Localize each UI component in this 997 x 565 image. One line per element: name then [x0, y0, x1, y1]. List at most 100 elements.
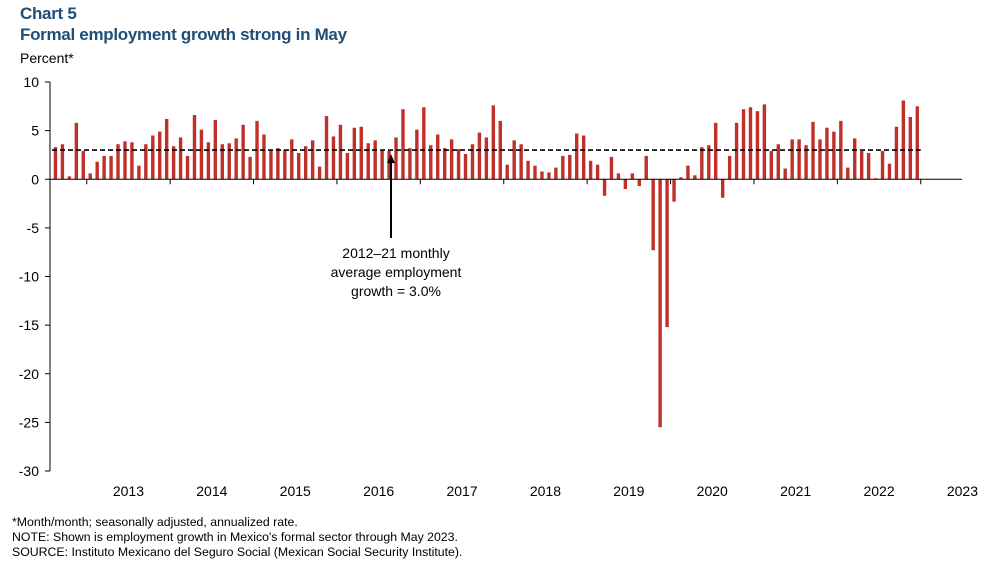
bar — [575, 133, 579, 180]
bar — [422, 107, 426, 180]
bar — [519, 144, 523, 180]
bar — [269, 150, 273, 180]
x-tick-label: 2015 — [280, 483, 311, 499]
bar — [741, 109, 746, 180]
bar — [380, 150, 384, 180]
bar — [262, 134, 266, 180]
x-tick-label: 2018 — [530, 483, 561, 499]
bar — [408, 148, 412, 180]
bar — [818, 139, 822, 180]
bar — [512, 140, 516, 180]
bar — [401, 109, 405, 180]
x-tick-label: 2021 — [780, 483, 811, 499]
bar — [109, 155, 113, 180]
bar — [373, 140, 377, 180]
bar — [846, 167, 850, 180]
bar — [484, 137, 489, 180]
bar — [581, 135, 586, 180]
bar — [616, 173, 621, 180]
bar — [783, 168, 787, 180]
bar — [102, 155, 106, 180]
bar — [637, 179, 641, 187]
bar — [394, 137, 398, 180]
bar — [686, 165, 690, 180]
y-tick-label: 10 — [23, 74, 39, 90]
bar — [178, 137, 183, 180]
bar — [714, 122, 718, 180]
bar — [171, 146, 176, 180]
footnotes: *Month/month; seasonally adjusted, annua… — [12, 515, 462, 560]
bar — [609, 156, 614, 180]
bar — [442, 148, 447, 180]
x-tick-label: 2016 — [363, 483, 394, 499]
annotation-line-1: 2012–21 monthly — [342, 245, 450, 261]
bar — [255, 120, 259, 180]
bar — [220, 144, 224, 180]
bar — [67, 176, 72, 180]
footnote-note: NOTE: Shown is employment growth in Mexi… — [12, 530, 458, 544]
bar — [158, 131, 162, 180]
bar — [297, 152, 301, 180]
bar — [130, 142, 134, 180]
bar — [310, 140, 315, 180]
bar — [331, 136, 336, 180]
bar — [470, 144, 475, 180]
bar — [887, 163, 892, 180]
bar — [880, 151, 885, 180]
bar — [720, 179, 725, 198]
bar — [526, 160, 530, 180]
bar — [908, 117, 913, 180]
bar — [804, 145, 808, 180]
bar — [568, 154, 572, 180]
x-tick-label: 2017 — [446, 483, 477, 499]
bar — [595, 164, 600, 180]
annotation-arrow-head — [387, 154, 395, 164]
y-tick-label: -15 — [19, 317, 39, 333]
bar — [185, 155, 190, 180]
reference-line-group — [52, 149, 921, 238]
bar — [832, 131, 836, 180]
bar — [700, 147, 704, 180]
bar — [352, 127, 357, 180]
bar — [436, 134, 440, 180]
bar — [665, 179, 669, 328]
bar — [693, 175, 697, 180]
bar — [137, 165, 141, 180]
footnote-source: SOURCE: Instituto Mexicano del Seguro So… — [12, 545, 463, 559]
y-tick-label: 0 — [31, 171, 39, 187]
bar — [95, 161, 99, 180]
bar — [60, 144, 65, 180]
bar — [290, 139, 294, 180]
bar — [866, 152, 871, 180]
y-tick-label: 5 — [31, 123, 39, 139]
bar — [303, 146, 308, 180]
x-tick-label: 2019 — [613, 483, 644, 499]
bar-series — [53, 100, 919, 428]
bar — [853, 138, 857, 180]
bar — [790, 139, 794, 180]
x-tick-label: 2023 — [947, 483, 978, 499]
bar — [644, 155, 648, 180]
bar — [234, 138, 238, 180]
bar — [748, 107, 753, 180]
bar — [74, 122, 79, 180]
bar — [630, 173, 635, 180]
bar — [366, 143, 370, 180]
bar — [859, 151, 864, 180]
reference-annotation: 2012–21 monthly average employment growt… — [300, 244, 492, 301]
chart-number: Chart 5 — [20, 4, 77, 23]
y-tick-label: -10 — [19, 269, 39, 285]
bar — [623, 179, 628, 189]
bar — [602, 179, 607, 196]
bar — [227, 143, 231, 180]
bar — [387, 151, 391, 180]
bar — [540, 171, 544, 180]
bar — [463, 153, 468, 180]
bar — [658, 179, 662, 428]
bar — [797, 139, 801, 180]
bar — [359, 126, 363, 180]
chart-area: 10 5 0 -5 -10 -15 -20 -25 -30 2013 2014 2015 2016 201… — [19, 74, 978, 499]
bar — [338, 124, 343, 180]
bar — [151, 135, 155, 180]
bar — [206, 142, 211, 180]
